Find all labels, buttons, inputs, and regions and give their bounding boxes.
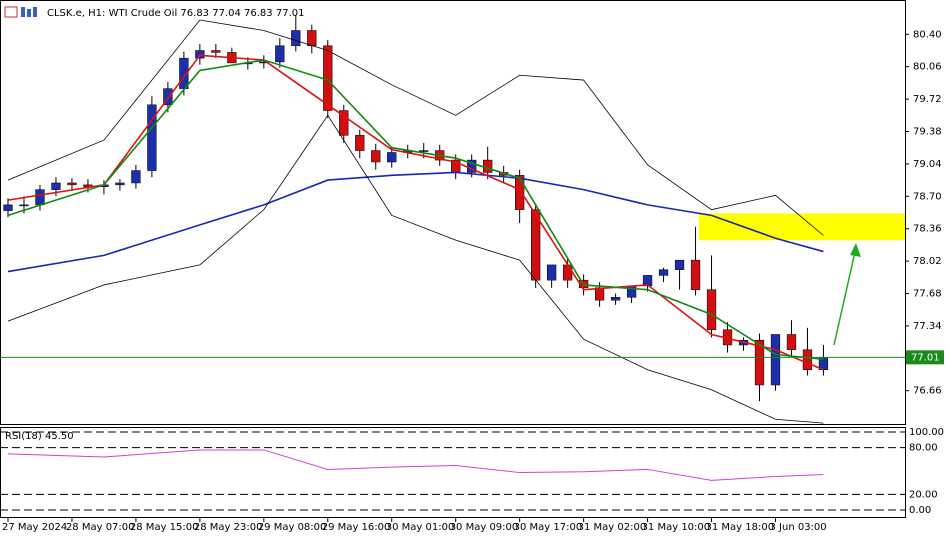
x-tick-label: 30 May 01:00 xyxy=(386,522,455,533)
x-tick-label: 31 May 02:00 xyxy=(578,522,647,533)
y-tick-label: 78.70 xyxy=(913,191,942,202)
x-tick-label: 27 May 2024 xyxy=(2,522,67,533)
last-price-label: 77.01 xyxy=(911,352,940,363)
candle-body xyxy=(355,135,365,151)
indicator-line xyxy=(7,114,824,424)
candle-body xyxy=(690,259,701,290)
candle-body xyxy=(674,259,685,270)
indicator-line xyxy=(7,54,824,371)
rsi-title: RSI(18) 45.50 xyxy=(5,431,74,442)
arrow xyxy=(833,251,856,346)
x-tick-label: 3 Jun 03:00 xyxy=(769,522,826,533)
zone xyxy=(698,213,905,241)
x-tick-label: 29 May 08:00 xyxy=(258,522,327,533)
candle-body xyxy=(307,30,317,46)
candle-body xyxy=(163,88,173,106)
x-tick-label: 28 May 07:00 xyxy=(66,522,135,533)
rsi-line xyxy=(7,449,824,481)
candle-body xyxy=(483,159,493,173)
candle-body xyxy=(195,50,205,59)
y-tick-label: 76.66 xyxy=(913,386,942,397)
candle-body xyxy=(323,45,333,111)
candle-body xyxy=(770,334,781,386)
candle-body xyxy=(610,297,621,301)
x-tick-label: 30 May 09:00 xyxy=(450,522,519,533)
y-tick-label: 78.02 xyxy=(913,256,942,267)
candle-body xyxy=(291,30,301,46)
x-tick-label: 28 May 15:00 xyxy=(130,522,199,533)
rsi-tick-label: 20.00 xyxy=(909,489,938,500)
y-tick-label: 79.38 xyxy=(913,127,942,138)
y-tick-label: 80.40 xyxy=(913,29,942,40)
candle-body xyxy=(371,150,381,163)
x-tick-label: 31 May 10:00 xyxy=(642,522,711,533)
main-frame xyxy=(0,0,906,425)
indicator-line xyxy=(7,171,824,273)
rsi-tick-label: 80.00 xyxy=(909,443,938,454)
y-tick-label: 77.68 xyxy=(913,288,942,299)
y-tick-label: 77.34 xyxy=(913,321,942,332)
candle-body xyxy=(51,182,61,190)
candle-body xyxy=(658,269,669,276)
x-tick-label: 28 May 23:00 xyxy=(194,522,263,533)
last-price-box xyxy=(906,350,944,365)
indicator-line xyxy=(7,19,824,236)
x-tick-label: 30 May 17:00 xyxy=(514,522,583,533)
candle-body xyxy=(67,182,77,186)
candle-body xyxy=(546,264,557,281)
candle-body xyxy=(35,189,45,206)
candle-body xyxy=(562,264,573,281)
rsi-frame xyxy=(0,427,906,518)
candle-body xyxy=(706,289,717,330)
candle-body xyxy=(115,182,125,186)
candle-body xyxy=(3,204,13,211)
y-tick-label: 78.36 xyxy=(913,224,942,235)
candle-body xyxy=(594,287,605,301)
indicator-line xyxy=(7,59,824,361)
candle-body xyxy=(131,170,141,184)
candle-body xyxy=(754,339,765,386)
candle-body xyxy=(339,110,349,136)
y-tick-label: 79.04 xyxy=(913,159,942,170)
candle-body xyxy=(147,104,157,171)
y-tick-label: 79.72 xyxy=(913,94,942,105)
candle-body xyxy=(387,152,397,163)
x-tick-label: 31 May 18:00 xyxy=(706,522,775,533)
candle-body xyxy=(786,334,797,350)
chart-title: CLSK.e, H1: WTI Crude Oil 76.83 77.04 76… xyxy=(47,8,304,19)
candle-body xyxy=(419,150,429,152)
x-tick-label: 29 May 16:00 xyxy=(322,522,391,533)
rsi-tick-label: 100.00 xyxy=(909,427,944,438)
toolbar-icons xyxy=(4,6,37,18)
candle-body xyxy=(802,349,813,370)
candle-body xyxy=(19,204,29,207)
arrow-head xyxy=(850,243,861,257)
candle-body xyxy=(515,175,525,210)
candle-body xyxy=(211,50,221,53)
candle-body xyxy=(275,45,285,63)
y-tick-label: 80.06 xyxy=(913,62,942,73)
rsi-tick-label: 0.00 xyxy=(909,505,931,516)
